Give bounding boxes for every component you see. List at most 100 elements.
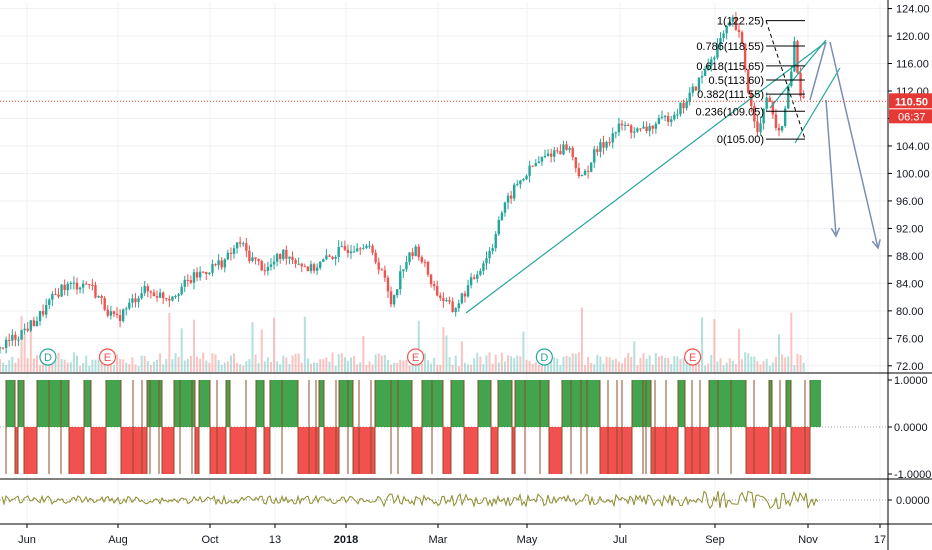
candle-body (540, 157, 544, 162)
volume-bar (32, 358, 35, 372)
candle-body (161, 292, 165, 299)
osc-bar-down (298, 427, 309, 474)
osc-bar-up (174, 380, 180, 427)
candle-body (32, 320, 36, 327)
osc-bar-up (180, 380, 192, 427)
candle-body (586, 170, 590, 172)
volume-bar (771, 362, 774, 372)
y-tick-label: 88.00 (896, 251, 924, 263)
candle-body (549, 153, 553, 157)
osc-bar-up (84, 380, 91, 427)
forecast-path-up[interactable] (809, 41, 827, 101)
volume-bar (346, 360, 349, 372)
candle-body (725, 25, 728, 34)
arrow-head (871, 239, 881, 250)
osc-bar-down (371, 427, 375, 474)
volume-bar (11, 356, 14, 372)
volume-bar (531, 363, 534, 372)
volume-bar (774, 356, 777, 372)
osc-bar-down (692, 427, 700, 474)
dividend-marker[interactable] (535, 348, 553, 366)
volume-bar (408, 365, 411, 372)
earnings-marker[interactable] (684, 348, 702, 366)
candle-body (442, 297, 445, 301)
volume-bar (66, 362, 69, 372)
candle-body (291, 256, 294, 260)
volume-bar (503, 361, 506, 372)
candle-body (482, 263, 485, 271)
volume-bar (522, 331, 525, 372)
volume-bar (236, 362, 239, 372)
candle-body (4, 339, 8, 348)
candle-body (423, 262, 427, 264)
volume-bar (485, 355, 488, 372)
candle-body (623, 125, 627, 127)
volume-bar (540, 365, 543, 372)
volume-bar (162, 364, 165, 372)
volume-bar (593, 364, 596, 372)
candle-body (531, 165, 534, 167)
candle-body (802, 96, 805, 98)
candle-body (235, 242, 239, 249)
candle-body (232, 248, 236, 254)
candle-body (158, 292, 162, 298)
volume-bar (199, 358, 202, 372)
osc-bar-up (150, 380, 159, 427)
candle-body (577, 168, 581, 177)
volume-bar (282, 355, 285, 372)
volume-bar (350, 357, 353, 372)
candle-body (420, 257, 424, 263)
trendline-long[interactable] (465, 41, 827, 314)
candle-body (639, 128, 642, 130)
candle-body (679, 102, 682, 115)
candle-body (128, 302, 131, 309)
volume-bar (303, 316, 306, 372)
volume-bar (325, 357, 328, 372)
volume-bar (159, 353, 162, 372)
earnings-marker[interactable] (406, 348, 425, 366)
forecast-arrow-1[interactable] (825, 99, 837, 237)
price-pane (0, 2, 888, 524)
volume-bar (263, 361, 266, 372)
candle-body (408, 252, 411, 263)
candle-body (131, 298, 134, 303)
osc-bar-down (133, 427, 142, 474)
osc-bar-up (678, 380, 685, 427)
osc-bar-down (700, 427, 709, 474)
osc-bar-down (651, 427, 655, 474)
candle-body (72, 282, 76, 284)
osc-bar-down (622, 427, 632, 474)
candle-body (602, 142, 605, 148)
candle-body (759, 123, 762, 133)
volume-bar (383, 355, 386, 372)
volume-bar (180, 328, 183, 372)
dividend-marker[interactable] (39, 348, 57, 366)
volume-bar (577, 352, 580, 372)
candle-body (245, 243, 248, 251)
candle-body (654, 123, 658, 129)
volume-bar (454, 355, 457, 372)
volume-bar (20, 316, 23, 372)
earnings-marker[interactable] (98, 348, 117, 366)
volume-bar (494, 354, 497, 372)
volume-bar (627, 352, 630, 372)
candle-body (762, 108, 765, 124)
candle-body (657, 117, 661, 124)
channel-line-upper[interactable] (769, 39, 827, 109)
volume-bar (497, 362, 500, 372)
volume-bar (688, 364, 691, 372)
forecast-arrow-2[interactable] (829, 41, 879, 249)
volume-bar (257, 363, 260, 372)
volume-bar (633, 341, 636, 372)
candle-body (753, 105, 756, 122)
fib-level-label: 0.618(115.65) (696, 61, 764, 73)
volume-bar (682, 358, 685, 372)
volume-bar (223, 362, 226, 372)
candle-body (620, 123, 624, 126)
candle-body (322, 259, 325, 262)
candle-body (663, 115, 667, 118)
candle-body (559, 151, 562, 155)
candle-body (254, 257, 257, 259)
volume-bar (2, 362, 5, 372)
